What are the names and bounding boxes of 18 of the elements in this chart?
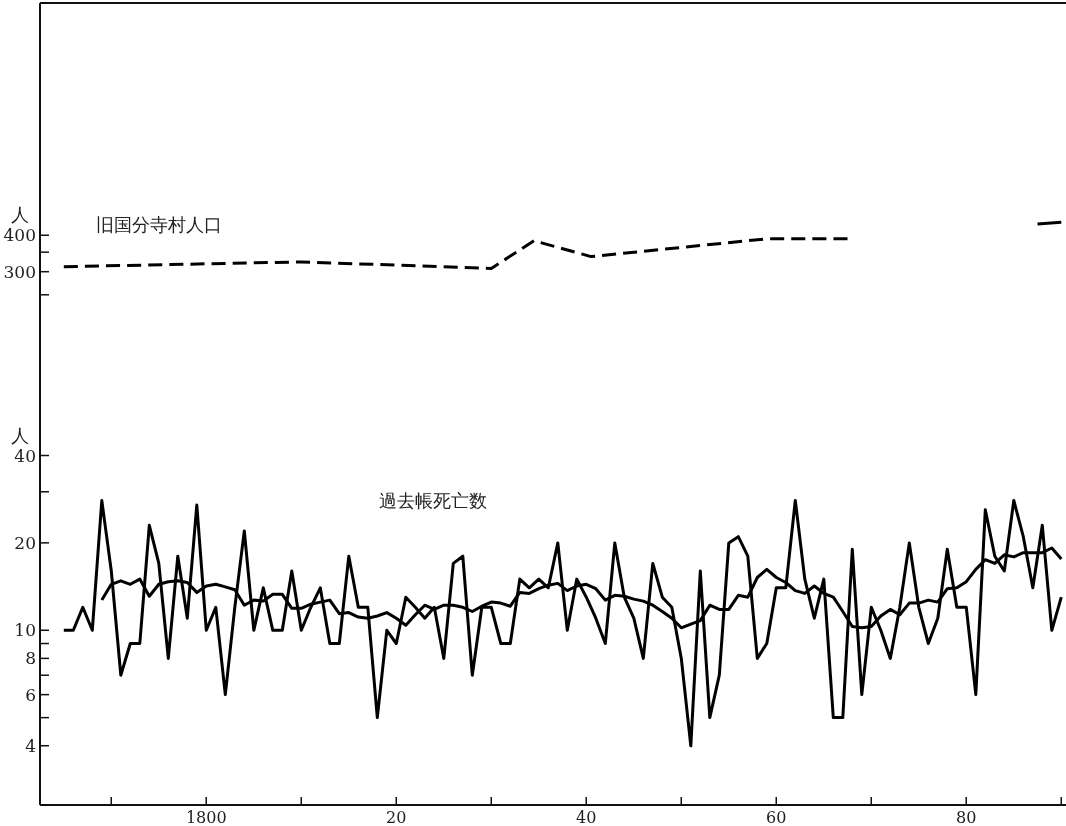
line-series: [62, 237, 849, 270]
y-tick-label: 300: [3, 261, 36, 282]
y-tick-label: 4: [25, 735, 36, 756]
x-tick-label: 80: [956, 808, 977, 826]
x-tick-label: 60: [766, 808, 787, 826]
series-name: 旧国分寺村人口: [95, 213, 222, 235]
x-tick-label: 40: [576, 808, 597, 826]
x-tick-label: 1800: [185, 808, 227, 826]
ylabel: 人: [11, 204, 29, 226]
x-tick-label: 20: [386, 808, 407, 826]
ylabel: 人: [11, 424, 29, 446]
y-tick-label: 400: [3, 225, 36, 246]
y-tick-label: 20: [14, 532, 36, 553]
y-tick-label: 40: [14, 445, 36, 466]
series-name: 過去帳死亡数: [378, 490, 487, 512]
y-tick-label: 6: [25, 684, 36, 705]
y-tick-label: 10: [14, 620, 36, 641]
y-tick-label: 8: [25, 648, 36, 669]
